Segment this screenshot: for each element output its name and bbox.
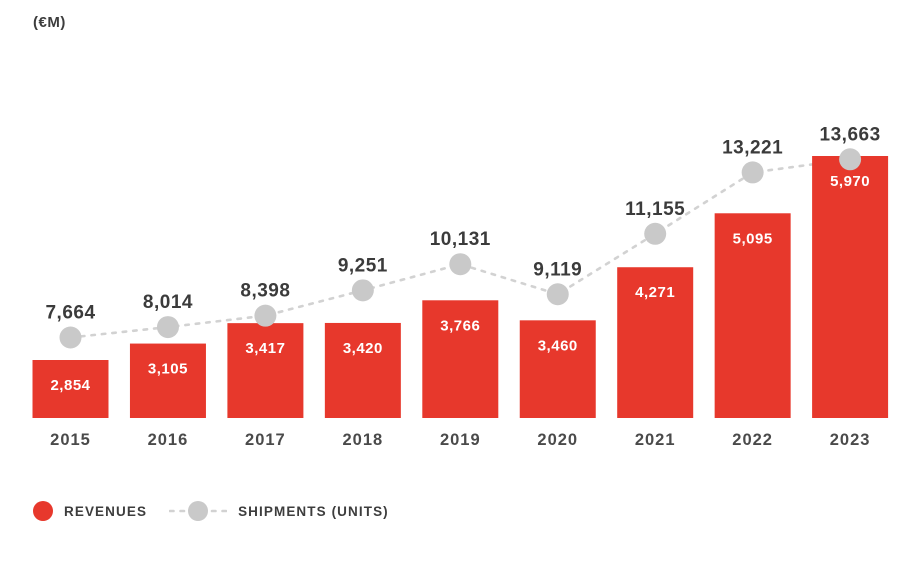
shipment-dot-2016: [156, 316, 179, 339]
shipment-dot-2018: [351, 279, 374, 302]
revenue-bar-2017: [227, 323, 304, 418]
revenue-value-label-2020: 3,460: [538, 337, 578, 354]
year-label-2019: 2019: [440, 431, 481, 449]
revenues-marker-icon: [33, 501, 53, 521]
year-label-2018: 2018: [342, 431, 383, 449]
revenue-value-label-2016: 3,105: [148, 361, 188, 378]
shipment-value-label-2023: 13,663: [820, 124, 881, 145]
shipment-value-label-2019: 10,131: [430, 229, 491, 250]
revenue-bar-2016: [129, 343, 206, 418]
year-label-2023: 2023: [830, 431, 871, 449]
shipment-value-label-2016: 8,014: [143, 292, 193, 313]
legend-shipments-label: SHIPMENTS (UNITS): [238, 503, 389, 519]
revenue-bar-2020: [519, 320, 596, 418]
chart-legend: REVENUES SHIPMENTS (UNITS): [33, 500, 389, 522]
shipment-dot-2017: [254, 304, 277, 327]
revenue-value-label-2017: 3,417: [245, 340, 285, 357]
shipment-dot-2020: [546, 283, 569, 306]
shipment-dot-2021: [644, 222, 667, 245]
year-label-2020: 2020: [537, 431, 578, 449]
shipment-value-label-2015: 7,664: [45, 302, 95, 323]
revenue-value-label-2023: 5,970: [830, 173, 870, 190]
revenue-bar-2019: [422, 300, 499, 418]
year-label-2016: 2016: [148, 431, 189, 449]
chart-units-label: (€M): [33, 14, 66, 31]
shipment-value-label-2020: 9,119: [533, 259, 582, 280]
shipment-dot-2015: [59, 326, 82, 349]
shipments-marker-icon: [169, 501, 228, 521]
revenue-value-label-2022: 5,095: [733, 230, 773, 247]
shipment-dot-2019: [449, 253, 472, 276]
shipment-value-label-2018: 9,251: [338, 255, 388, 276]
year-label-2015: 2015: [50, 431, 91, 449]
revenue-bar-2015: [32, 360, 109, 418]
revenue-value-label-2018: 3,420: [343, 340, 383, 357]
legend-item-shipments: SHIPMENTS (UNITS): [169, 500, 389, 522]
revenue-value-label-2015: 2,854: [50, 377, 90, 394]
shipment-value-label-2022: 13,221: [722, 137, 783, 158]
year-label-2021: 2021: [635, 431, 676, 449]
revenue-value-label-2021: 4,271: [635, 284, 675, 301]
shipment-value-label-2017: 8,398: [240, 281, 290, 302]
legend-gray-dot: [188, 501, 209, 521]
legend-revenues-label: REVENUES: [64, 503, 148, 519]
shipment-dot-2023: [839, 148, 862, 171]
year-label-2022: 2022: [732, 431, 773, 449]
shipment-value-label-2021: 11,155: [625, 199, 685, 220]
revenue-bar-2021: [617, 267, 694, 418]
legend-item-revenues: REVENUES: [33, 501, 147, 521]
revenue-bar-2018: [324, 322, 401, 418]
revenue-value-label-2019: 3,766: [440, 317, 480, 334]
shipment-dot-2022: [741, 161, 764, 184]
revenue-bar-2022: [714, 213, 791, 418]
revenue-bar-2023: [812, 156, 889, 418]
year-label-2017: 2017: [245, 431, 286, 449]
